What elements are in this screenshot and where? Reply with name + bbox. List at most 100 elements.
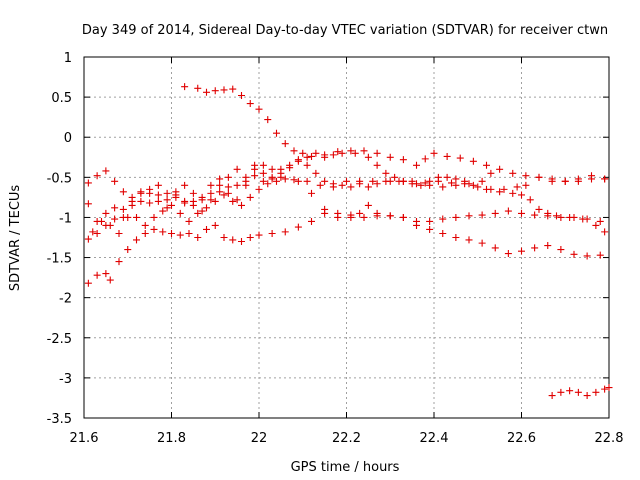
data-point [399,213,407,221]
data-point [259,177,267,185]
data-point [474,183,482,191]
data-point [391,173,399,181]
data-point [500,185,508,193]
data-point [417,181,425,189]
data-point [119,205,127,213]
series-F [89,175,604,237]
data-point [373,209,381,217]
data-point [294,223,302,231]
data-point [229,236,237,244]
data-point [312,149,320,157]
data-point [570,250,578,258]
y-tick-label: 0 [64,131,72,146]
data-point [548,177,556,185]
data-point [601,175,609,183]
data-point [443,173,451,181]
data-point [478,177,486,185]
data-point [203,204,210,212]
data-point [124,246,132,254]
data-point [198,207,206,215]
y-tick-label: -3.5 [47,412,72,427]
data-point [496,188,504,196]
y-tick-label: -2 [59,292,72,307]
y-tick-label: 1 [64,51,72,66]
x-axis-title: GPS time / hours [291,460,400,475]
y-tick-label: -2.5 [47,332,72,347]
data-point [246,234,254,241]
data-marks [84,83,613,400]
data-point [465,236,473,244]
data-point [465,180,473,188]
data-point [386,153,394,161]
data-point [246,100,254,108]
data-point [233,165,241,173]
data-point [111,215,119,223]
data-point [347,183,355,191]
data-point [596,217,604,225]
data-point [194,84,202,92]
data-point [583,252,591,260]
data-point [119,188,127,196]
data-point [382,169,390,177]
data-point [168,201,175,209]
data-point [224,183,232,191]
data-point [176,231,184,239]
data-point [238,201,245,209]
grid [84,57,609,418]
data-point [513,183,521,191]
data-point [465,212,473,220]
data-point [290,176,298,184]
data-point [544,242,552,250]
data-point [224,189,232,197]
x-tick-label: 21.8 [157,431,186,446]
data-point [128,201,136,209]
data-point [321,177,329,185]
data-point [531,211,539,219]
data-point [203,225,210,233]
data-point [483,161,490,169]
data-point [124,213,132,221]
series-E [84,209,604,287]
data-point [251,161,259,169]
data-point [351,149,359,157]
x-tick-label: 22.6 [507,431,536,446]
data-point [137,197,145,205]
data-point [557,388,565,396]
data-point [229,85,237,93]
data-point [273,129,280,137]
data-point [535,205,543,213]
data-point [273,177,280,185]
data-point [461,177,469,185]
data-point [583,215,591,223]
data-point [224,173,232,181]
data-point [347,211,355,219]
data-point [207,196,215,204]
data-point [443,152,451,160]
data-point [329,183,337,191]
data-point [452,213,460,221]
data-point [168,229,175,237]
data-point [111,204,119,212]
data-point [268,229,276,237]
data-point [544,212,552,220]
data-point [592,221,600,229]
data-point [343,177,350,185]
data-point [308,152,315,160]
data-point [246,193,254,201]
data-point [216,188,224,196]
data-point [373,149,381,157]
data-point [434,173,442,181]
x-tick-label: 22.4 [420,431,449,446]
data-point [487,169,495,177]
data-point [369,177,377,185]
data-point [426,181,434,189]
data-point [426,225,434,233]
data-point [399,177,407,185]
data-point [522,181,530,189]
data-point [574,177,582,185]
data-point [518,191,525,199]
data-point [84,279,92,287]
data-point [469,181,477,189]
data-point [146,189,154,197]
data-point [89,228,97,236]
